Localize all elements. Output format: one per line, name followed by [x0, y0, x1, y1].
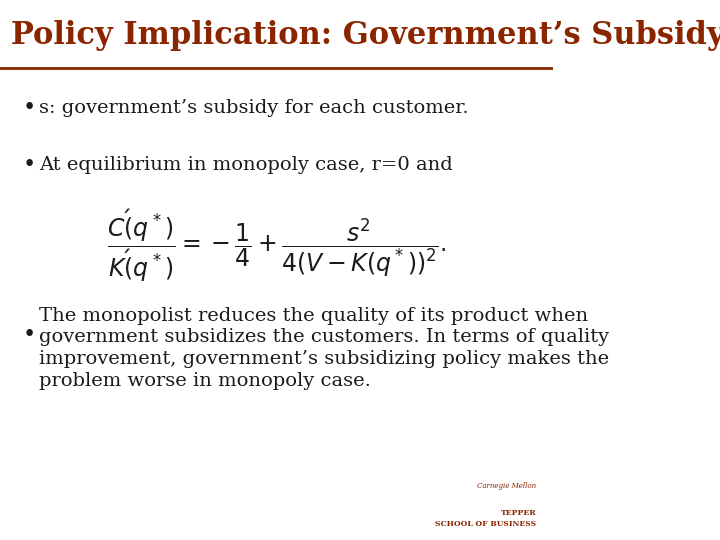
Text: TEPPER
SCHOOL OF BUSINESS: TEPPER SCHOOL OF BUSINESS — [436, 509, 536, 528]
Text: •: • — [22, 97, 35, 119]
Text: Carnegie Mellon: Carnegie Mellon — [477, 482, 536, 490]
Text: Policy Implication: Government’s Subsidy: Policy Implication: Government’s Subsidy — [11, 19, 720, 51]
FancyBboxPatch shape — [0, 0, 553, 68]
Text: government subsidizes the customers. In terms of quality: government subsidizes the customers. In … — [39, 328, 609, 347]
Text: improvement, government’s subsidizing policy makes the: improvement, government’s subsidizing po… — [39, 350, 609, 368]
Text: At equilibrium in monopoly case, r=0 and: At equilibrium in monopoly case, r=0 and — [39, 156, 452, 174]
Text: $\dfrac{C\'(q^*)}{K\'(q^*)} = -\dfrac{1}{4} + \dfrac{s^2}{4(V - K(q^*))^2}.$: $\dfrac{C\'(q^*)}{K\'(q^*)} = -\dfrac{1}… — [107, 207, 446, 284]
Text: •: • — [22, 324, 35, 346]
Text: problem worse in monopoly case.: problem worse in monopoly case. — [39, 372, 371, 390]
Text: s: government’s subsidy for each customer.: s: government’s subsidy for each custome… — [39, 99, 468, 117]
Text: •: • — [22, 154, 35, 176]
Text: The monopolist reduces the quality of its product when: The monopolist reduces the quality of it… — [39, 307, 588, 325]
